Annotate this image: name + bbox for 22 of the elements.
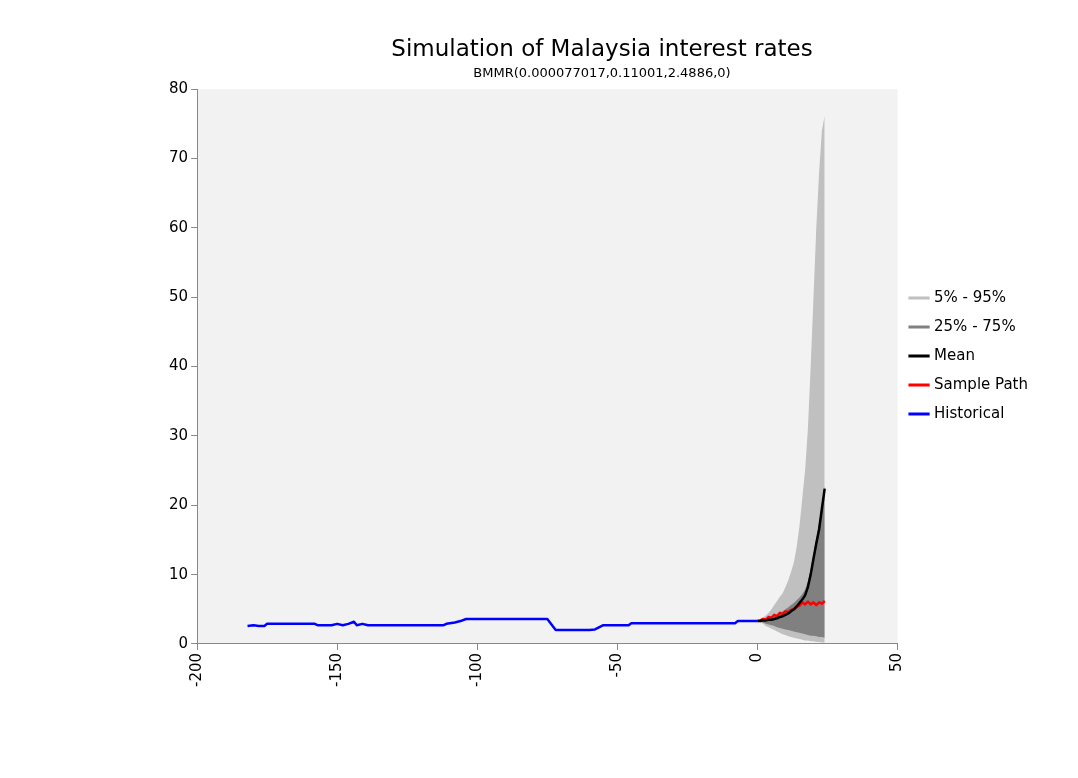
x-tick-label: -50 [607,652,626,678]
x-tick-label: -200 [186,652,205,687]
y-tick-label: 50 [168,287,189,306]
x-tick-label: 50 [887,652,906,673]
chart-subtitle: BMMR(0.000077017,0.11001,2.4886,0) [473,64,731,80]
legend-label: Sample Path [934,374,1029,393]
y-tick-label: 20 [168,495,189,514]
legend-label: Mean [934,345,975,364]
legend-label: 5% - 95% [934,287,1007,306]
y-tick-label: 60 [168,217,189,236]
x-tick-label: -100 [467,652,486,687]
y-tick-label: 30 [168,425,189,444]
y-tick-label: 80 [168,79,189,98]
y-tick-label: 10 [168,564,189,583]
y-tick-label: 70 [168,148,189,167]
y-tick-label: 40 [168,356,189,375]
x-tick-label: 0 [747,652,766,663]
x-tick-label: -150 [327,652,346,687]
legend-label: Historical [934,403,1005,422]
legend-label: 25% - 75% [934,316,1016,335]
chart-title: Simulation of Malaysia interest rates [391,34,813,61]
y-tick-label: 0 [178,633,189,652]
